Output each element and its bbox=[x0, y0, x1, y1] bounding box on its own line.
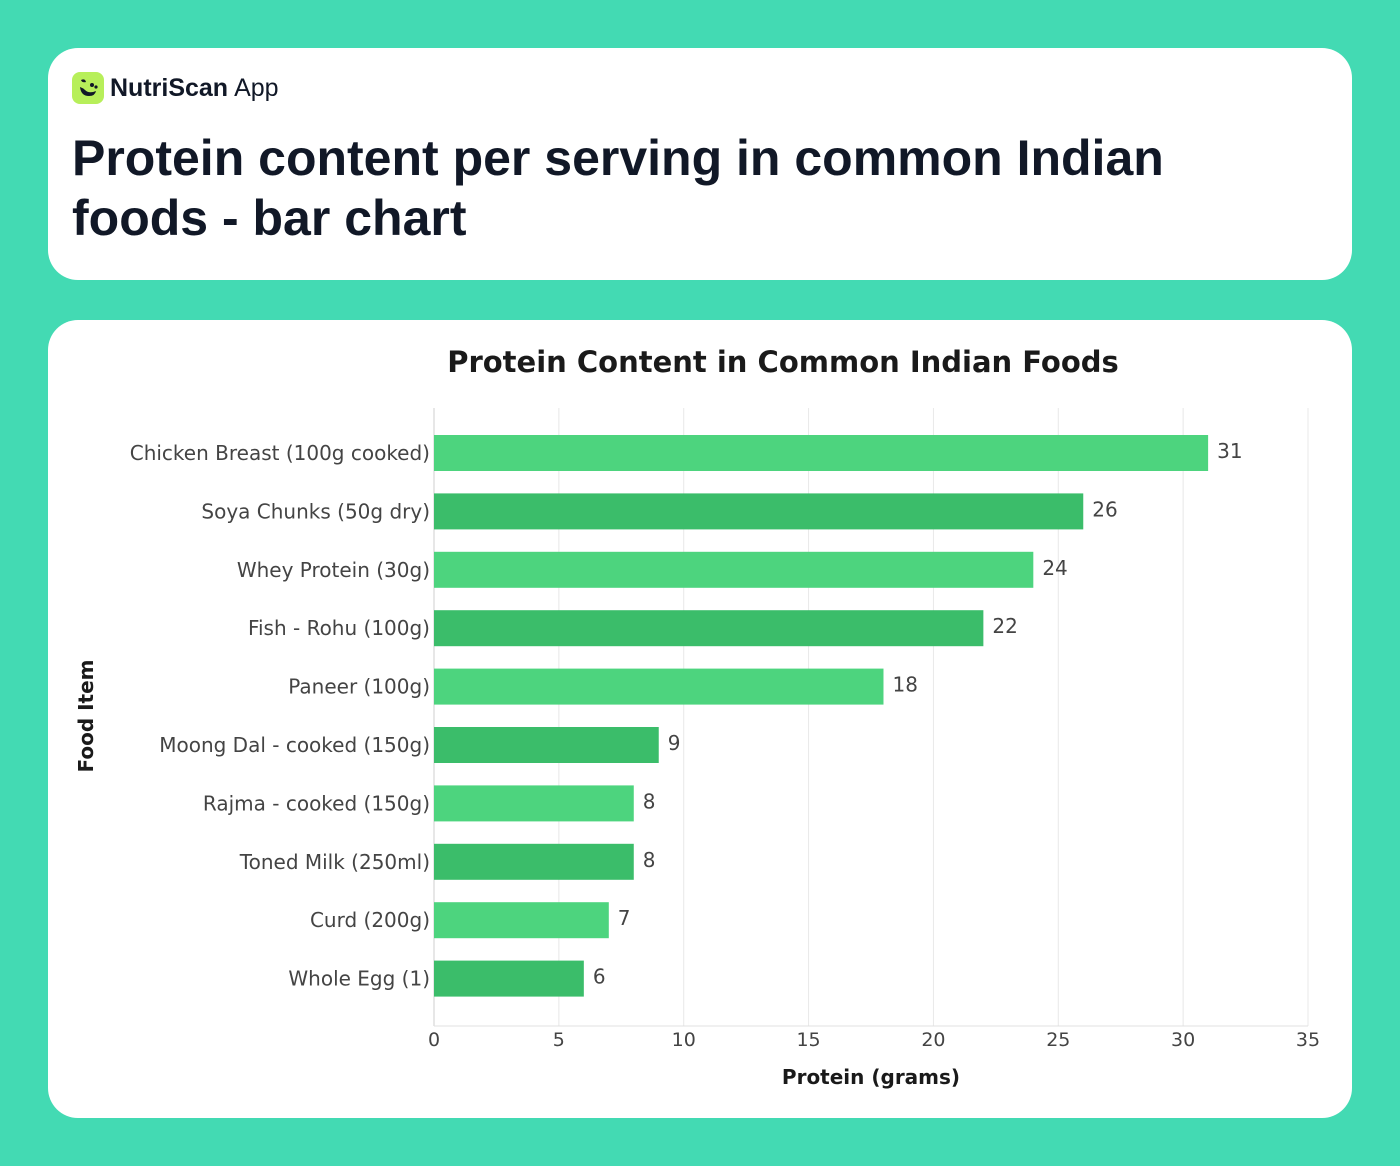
x-tick-label: 20 bbox=[921, 1029, 945, 1051]
header-card: NutriScan App Protein content per servin… bbox=[48, 48, 1352, 280]
bar-value-label: 24 bbox=[1042, 556, 1067, 580]
y-tick-label: Whole Egg (1) bbox=[288, 967, 430, 991]
page-title: Protein content per serving in common In… bbox=[72, 130, 1164, 246]
bar-4 bbox=[434, 668, 884, 705]
y-tick-label: Soya Chunks (50g dry) bbox=[201, 499, 430, 523]
bar-6 bbox=[434, 785, 634, 822]
bar-value-label: 26 bbox=[1092, 497, 1117, 521]
chart-title: Protein Content in Common Indian Foods bbox=[447, 345, 1119, 379]
bar-value-label: 18 bbox=[892, 673, 917, 697]
smiley-leaf-icon bbox=[72, 72, 104, 104]
x-tick-label: 10 bbox=[672, 1029, 696, 1051]
bar-2 bbox=[434, 551, 1034, 588]
bar-9 bbox=[434, 960, 584, 997]
bars bbox=[434, 435, 1209, 997]
bar-1 bbox=[434, 493, 1084, 530]
bar-value-label: 22 bbox=[992, 614, 1017, 638]
x-tick-label: 15 bbox=[796, 1029, 820, 1051]
bar-value-label: 9 bbox=[668, 731, 681, 755]
bar-7 bbox=[434, 843, 634, 880]
y-tick-label: Fish - Rohu (100g) bbox=[248, 616, 430, 640]
y-tick-label: Rajma - cooked (150g) bbox=[203, 791, 430, 815]
bar-8 bbox=[434, 902, 609, 939]
y-tick-label: Whey Protein (30g) bbox=[237, 558, 430, 582]
labels: 0 5 10 15 20 25 30 35 Chicken Breast (100g cooke… bbox=[130, 439, 1320, 1051]
y-tick-label: Paneer (100g) bbox=[288, 675, 430, 699]
brand-name: NutriScan bbox=[110, 73, 229, 102]
bar-0 bbox=[434, 435, 1209, 471]
x-tick-label: 30 bbox=[1171, 1029, 1195, 1051]
bar-value-label: 6 bbox=[593, 965, 606, 989]
x-tick-label: 25 bbox=[1046, 1029, 1070, 1051]
y-tick-label: Toned Milk (250ml) bbox=[239, 850, 430, 874]
y-tick-label: Chicken Breast (100g cooked) bbox=[130, 441, 430, 465]
bar-value-label: 8 bbox=[643, 789, 656, 813]
bar-value-label: 8 bbox=[643, 848, 656, 872]
brand: NutriScan App bbox=[72, 72, 279, 104]
chart-card: Protein Content in Common Indian Foods 0… bbox=[48, 320, 1352, 1118]
x-tick-label: 5 bbox=[553, 1029, 565, 1051]
bar-5 bbox=[434, 727, 659, 763]
y-tick-label: Moong Dal - cooked (150g) bbox=[159, 733, 430, 757]
x-tick-label: 0 bbox=[428, 1029, 440, 1051]
x-tick-label: 35 bbox=[1296, 1029, 1320, 1051]
brand-suffix: App bbox=[234, 73, 279, 102]
bar-value-label: 31 bbox=[1217, 439, 1242, 463]
x-axis-label: Protein (grams) bbox=[782, 1065, 960, 1089]
y-tick-label: Curd (200g) bbox=[310, 908, 430, 932]
bar-chart: Protein Content in Common Indian Foods 0… bbox=[74, 345, 1320, 1089]
bar-3 bbox=[434, 610, 984, 647]
bar-value-label: 7 bbox=[618, 906, 631, 930]
y-axis-label: Food Item bbox=[74, 659, 98, 772]
